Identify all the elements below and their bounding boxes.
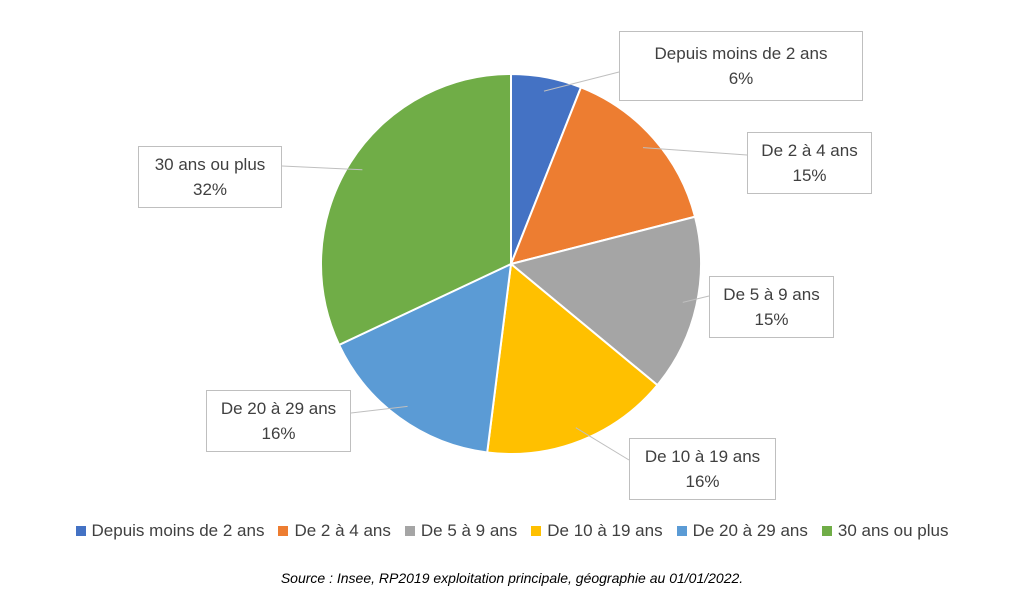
data-label-value: 15% [754, 310, 789, 329]
data-label-category: De 2 à 4 ans [761, 141, 858, 160]
legend-item-depuis-moins-de-2-ans: Depuis moins de 2 ans [75, 521, 265, 541]
data-label-de-5-a-9-ans: De 5 à 9 ans 15% [709, 276, 834, 338]
data-label-de-10-a-19-ans: De 10 à 19 ans 16% [629, 438, 776, 500]
pie-slice-de-20-a-29-ans [337, 262, 513, 454]
legend-swatch [531, 526, 542, 536]
pie-slice-30-ans-ou-plus [320, 72, 512, 347]
data-label-depuis-moins-de-2-ans: Depuis moins de 2 ans 6% [619, 31, 863, 101]
legend-swatch [676, 526, 687, 536]
data-label-category: Depuis moins de 2 ans [654, 44, 828, 63]
legend-swatch [404, 526, 415, 536]
data-label-30-ans-ou-plus: 30 ans ou plus 32% [138, 146, 282, 208]
legend-label: 30 ans ou plus [837, 521, 949, 540]
data-label-value: 32% [192, 180, 228, 199]
data-label-de-20-a-29-ans: De 20 à 29 ans 16% [206, 390, 351, 452]
data-label-category: De 20 à 29 ans [220, 399, 337, 418]
pie-slice-de-5-a-9-ans [508, 215, 702, 387]
data-label-value: 16% [685, 472, 720, 491]
legend-swatch [821, 526, 832, 536]
source-note: Source : Insee, RP2019 exploitation prin… [280, 570, 744, 586]
legend-label: De 20 à 29 ans [692, 521, 808, 540]
legend-item-de-20-a-29-ans: De 20 à 29 ans [676, 521, 808, 541]
leader-line-de-5-a-9-ans [682, 295, 710, 303]
legend-label: De 10 à 19 ans [547, 521, 663, 540]
data-label-category: De 10 à 19 ans [644, 447, 761, 466]
leader-line-de-20-a-29-ans [350, 405, 408, 414]
leader-line-de-10-a-19-ans [575, 427, 630, 461]
data-label-value: 15% [792, 166, 827, 185]
legend-label: De 2 à 4 ans [294, 521, 391, 540]
pie-slice-de-10-a-19-ans [486, 262, 659, 455]
leader-line-depuis-moins-de-2-ans [543, 71, 620, 92]
legend-item-de-10-a-19-ans: De 10 à 19 ans [531, 521, 663, 541]
leader-line-30-ans-ou-plus [281, 165, 363, 171]
data-label-value: 16% [261, 424, 296, 443]
data-label-category: 30 ans ou plus [154, 155, 266, 174]
chart-legend: Depuis moins de 2 ans De 2 à 4 ans De 5 à … [0, 521, 1024, 541]
legend-swatch [278, 526, 289, 536]
data-label-de-2-a-4-ans: De 2 à 4 ans 15% [747, 132, 872, 194]
pie-slice-de-2-a-4-ans [509, 86, 697, 266]
legend-item-de-5-a-9-ans: De 5 à 9 ans [404, 521, 518, 541]
legend-item-de-2-a-4-ans: De 2 à 4 ans [278, 521, 391, 541]
leader-line-de-2-a-4-ans [642, 147, 748, 156]
data-label-value: 6% [728, 69, 754, 88]
data-label-category: De 5 à 9 ans [723, 285, 820, 304]
legend-item-30-ans-ou-plus: 30 ans ou plus [821, 521, 949, 541]
legend-swatch [75, 526, 86, 536]
legend-label: De 5 à 9 ans [420, 521, 518, 540]
legend-label: Depuis moins de 2 ans [91, 521, 265, 540]
